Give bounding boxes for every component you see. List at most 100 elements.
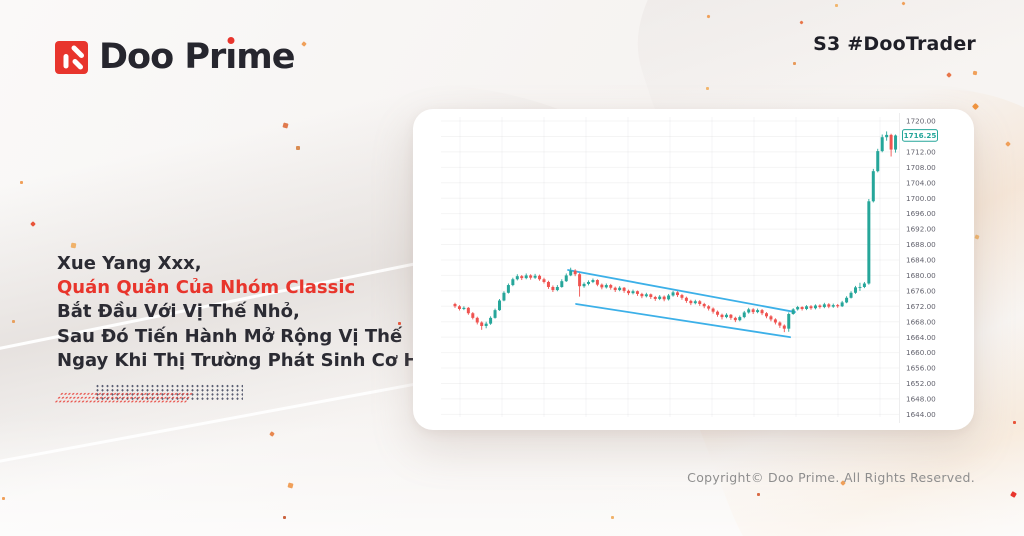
confetti-speck <box>398 322 401 325</box>
candle-body <box>546 281 550 287</box>
candle-body <box>564 275 568 282</box>
candle-body <box>618 287 622 291</box>
candle-body <box>702 303 706 307</box>
confetti-speck <box>2 497 5 500</box>
candle-body <box>747 309 751 313</box>
confetti-speck <box>282 122 289 129</box>
confetti-speck <box>901 1 906 6</box>
confetti-speck <box>946 72 952 78</box>
candle-body <box>729 314 733 318</box>
candle-body <box>885 134 889 138</box>
candle-body <box>720 314 724 318</box>
price-axis-label: 1712.00 <box>906 147 936 156</box>
wordmark-text: Doo Pr <box>99 37 226 77</box>
wordmark-text: me <box>236 37 295 77</box>
candle-body <box>520 276 524 279</box>
candle-body <box>658 296 662 299</box>
candle-body <box>791 309 795 314</box>
candle-body <box>466 307 470 314</box>
candle-body <box>805 306 809 309</box>
candle-body <box>854 287 857 293</box>
candle-body <box>822 304 826 308</box>
candle-body <box>569 270 573 276</box>
candle-body <box>871 171 875 202</box>
candle-body <box>524 275 528 279</box>
price-axis-label: 1664.00 <box>906 333 936 342</box>
candle-body <box>578 274 582 287</box>
price-axis-label: 1720.00 <box>906 117 936 126</box>
wordmark-i-dot <box>227 37 235 44</box>
chart-card: 1720.00 1712.00 1708.00 1704.00 1700.00 1696.… <box>413 109 974 430</box>
price-axis-label: 1656.00 <box>906 364 936 373</box>
candle-body <box>756 310 760 313</box>
candle-body <box>836 305 840 307</box>
candle-body <box>711 308 715 312</box>
candle-body <box>506 285 510 293</box>
candle-body <box>560 281 564 287</box>
headline-line-highlight: Quán Quân Của Nhóm Classic <box>57 277 356 299</box>
candle-body <box>515 276 519 280</box>
candle-body <box>600 284 604 288</box>
candle-body <box>551 286 555 291</box>
candle-body <box>640 293 644 297</box>
candle-body <box>858 286 862 288</box>
candle-body <box>631 291 635 294</box>
candle-body <box>827 304 831 307</box>
price-axis-label: 1648.00 <box>906 395 936 404</box>
candle-body <box>555 286 559 291</box>
headline-block: Xue Yang Xxx, Quán Quân Của Nhóm Classic… <box>57 252 437 373</box>
candle-body <box>724 314 728 318</box>
candle-body <box>813 305 817 309</box>
candle-body <box>831 305 835 307</box>
confetti-speck <box>1005 141 1011 147</box>
candle-body <box>502 292 506 301</box>
candle-body <box>542 279 546 282</box>
candle-body <box>716 311 720 315</box>
candle-body <box>849 292 853 298</box>
confetti-speck <box>269 431 275 437</box>
candle-body <box>840 302 844 307</box>
candle-body <box>760 310 764 314</box>
candle-body <box>609 285 613 288</box>
candle-body <box>622 287 626 291</box>
candle-body <box>649 294 653 298</box>
candle-body <box>627 290 631 294</box>
headline-line: Bắt Đầu Với Vị Thế Nhỏ, <box>57 301 300 323</box>
confetti-speck <box>835 4 838 7</box>
candle-body <box>733 317 737 321</box>
candle-body <box>894 135 898 150</box>
confetti-speck <box>799 20 804 25</box>
candle-body <box>511 279 515 286</box>
copyright-text: Copyright© Doo Prime. All Rights Reserve… <box>687 470 975 485</box>
last-price-label: 1716.25 <box>904 131 937 140</box>
candle-body <box>862 283 866 287</box>
price-axis-label: 1704.00 <box>906 178 936 187</box>
candle-body <box>613 287 617 291</box>
confetti-speck <box>706 87 709 90</box>
brand-logo: Doo Prı me <box>55 37 295 75</box>
price-axis-label: 1668.00 <box>906 317 936 326</box>
confetti-speck <box>296 146 300 150</box>
candle-body <box>595 280 599 285</box>
price-axis-label: 1660.00 <box>906 348 936 357</box>
confetti-speck <box>972 70 978 76</box>
candle-body <box>867 201 871 284</box>
candle-body <box>644 294 648 297</box>
candle-body <box>493 310 497 318</box>
candle-body <box>818 305 822 308</box>
confetti-speck <box>611 516 614 519</box>
price-axis-label: 1652.00 <box>906 379 936 388</box>
doo-prime-logo-icon <box>55 41 88 74</box>
candle-body <box>684 297 688 301</box>
confetti-speck <box>1010 491 1017 498</box>
halftone-dots-red <box>52 392 194 404</box>
confetti-speck <box>793 62 796 65</box>
candlestick-chart: 1720.00 1712.00 1708.00 1704.00 1700.00 1696.… <box>441 113 938 423</box>
confetti-speck <box>757 493 760 496</box>
trend-channel-line <box>575 303 791 339</box>
candle-body <box>680 295 684 298</box>
headline-line: Ngay Khi Thị Trường Phát Sinh Cơ Hội <box>57 349 438 371</box>
candle-body <box>662 296 666 300</box>
candle-body <box>475 317 479 323</box>
candle-body <box>889 134 893 150</box>
